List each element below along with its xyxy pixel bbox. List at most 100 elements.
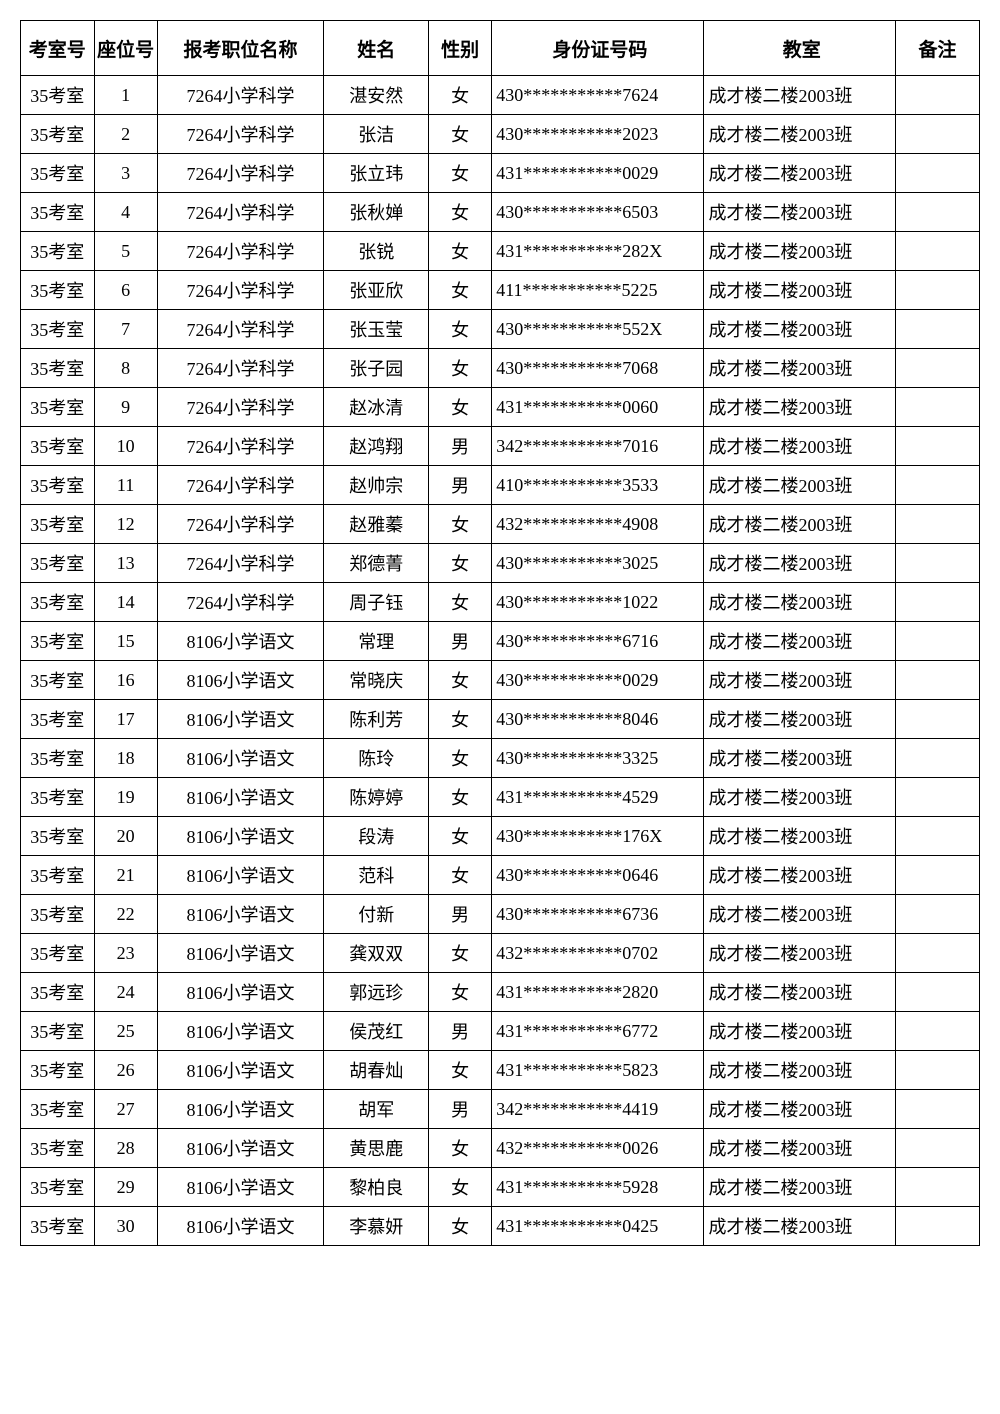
table-cell: 女 <box>429 271 492 310</box>
table-cell: 胡军 <box>324 1090 429 1129</box>
table-cell: 男 <box>429 622 492 661</box>
header-position: 报考职位名称 <box>157 21 324 76</box>
table-cell: 女 <box>429 934 492 973</box>
table-cell: 女 <box>429 544 492 583</box>
table-cell: 431***********6772 <box>492 1012 704 1051</box>
table-cell: 女 <box>429 349 492 388</box>
table-cell: 8106小学语文 <box>157 1051 324 1090</box>
table-cell: 30 <box>94 1207 157 1246</box>
table-cell: 430***********6503 <box>492 193 704 232</box>
table-cell: 成才楼二楼2003班 <box>704 115 896 154</box>
table-cell: 女 <box>429 193 492 232</box>
table-cell: 431***********4529 <box>492 778 704 817</box>
table-cell <box>896 778 980 817</box>
table-cell: 4 <box>94 193 157 232</box>
table-cell: 8106小学语文 <box>157 700 324 739</box>
table-cell: 张秋婵 <box>324 193 429 232</box>
table-cell <box>896 154 980 193</box>
table-cell: 张锐 <box>324 232 429 271</box>
table-cell: 女 <box>429 1129 492 1168</box>
table-cell: 8106小学语文 <box>157 1168 324 1207</box>
table-cell: 35考室 <box>21 310 95 349</box>
table-cell: 8106小学语文 <box>157 778 324 817</box>
table-cell: 李慕妍 <box>324 1207 429 1246</box>
table-cell: 女 <box>429 778 492 817</box>
table-cell: 29 <box>94 1168 157 1207</box>
table-cell: 411***********5225 <box>492 271 704 310</box>
table-cell: 成才楼二楼2003班 <box>704 349 896 388</box>
table-cell: 35考室 <box>21 817 95 856</box>
table-cell: 1 <box>94 76 157 115</box>
table-cell: 女 <box>429 76 492 115</box>
table-cell: 成才楼二楼2003班 <box>704 193 896 232</box>
table-cell: 431***********5823 <box>492 1051 704 1090</box>
table-row: 35考室288106小学语文黄思鹿女432***********0026成才楼二… <box>21 1129 980 1168</box>
table-cell: 35考室 <box>21 427 95 466</box>
table-cell <box>896 817 980 856</box>
table-cell: 男 <box>429 1090 492 1129</box>
table-cell: 陈玲 <box>324 739 429 778</box>
table-cell: 张玉莹 <box>324 310 429 349</box>
table-cell: 7264小学科学 <box>157 544 324 583</box>
table-row: 35考室57264小学科学张锐女431***********282X成才楼二楼2… <box>21 232 980 271</box>
table-row: 35考室27264小学科学张洁女430***********2023成才楼二楼2… <box>21 115 980 154</box>
table-cell: 女 <box>429 1051 492 1090</box>
table-cell <box>896 973 980 1012</box>
table-cell: 黎柏良 <box>324 1168 429 1207</box>
table-cell: 431***********5928 <box>492 1168 704 1207</box>
header-gender: 性别 <box>429 21 492 76</box>
table-cell: 35考室 <box>21 661 95 700</box>
table-header-row: 考室号 座位号 报考职位名称 姓名 性别 身份证号码 教室 备注 <box>21 21 980 76</box>
table-cell: 黄思鹿 <box>324 1129 429 1168</box>
table-cell: 18 <box>94 739 157 778</box>
table-cell: 男 <box>429 895 492 934</box>
table-cell: 3 <box>94 154 157 193</box>
table-cell: 成才楼二楼2003班 <box>704 622 896 661</box>
table-cell: 28 <box>94 1129 157 1168</box>
table-cell: 7264小学科学 <box>157 115 324 154</box>
table-cell: 范科 <box>324 856 429 895</box>
table-cell: 26 <box>94 1051 157 1090</box>
table-cell: 成才楼二楼2003班 <box>704 700 896 739</box>
table-cell: 成才楼二楼2003班 <box>704 895 896 934</box>
table-cell: 430***********8046 <box>492 700 704 739</box>
table-cell: 7264小学科学 <box>157 388 324 427</box>
table-cell: 成才楼二楼2003班 <box>704 427 896 466</box>
table-cell: 7264小学科学 <box>157 76 324 115</box>
table-cell: 430***********3325 <box>492 739 704 778</box>
table-cell: 男 <box>429 1012 492 1051</box>
table-cell <box>896 505 980 544</box>
table-cell: 430***********6736 <box>492 895 704 934</box>
table-row: 35考室87264小学科学张子园女430***********7068成才楼二楼… <box>21 349 980 388</box>
exam-room-table: 考室号 座位号 报考职位名称 姓名 性别 身份证号码 教室 备注 35考室172… <box>20 20 980 1246</box>
table-cell: 432***********0702 <box>492 934 704 973</box>
table-cell: 8106小学语文 <box>157 817 324 856</box>
table-cell: 成才楼二楼2003班 <box>704 1207 896 1246</box>
table-cell <box>896 232 980 271</box>
table-cell: 7 <box>94 310 157 349</box>
table-cell: 龚双双 <box>324 934 429 973</box>
table-cell: 女 <box>429 583 492 622</box>
table-cell: 430***********0029 <box>492 661 704 700</box>
table-cell: 段涛 <box>324 817 429 856</box>
table-cell: 430***********7068 <box>492 349 704 388</box>
table-cell: 女 <box>429 154 492 193</box>
table-cell <box>896 1012 980 1051</box>
table-cell: 湛安然 <box>324 76 429 115</box>
table-cell: 6 <box>94 271 157 310</box>
table-cell <box>896 466 980 505</box>
table-cell: 8106小学语文 <box>157 856 324 895</box>
table-cell: 8106小学语文 <box>157 934 324 973</box>
table-cell: 11 <box>94 466 157 505</box>
table-cell <box>896 1090 980 1129</box>
table-cell: 7264小学科学 <box>157 310 324 349</box>
table-cell: 430***********0646 <box>492 856 704 895</box>
table-row: 35考室158106小学语文常理男430***********6716成才楼二楼… <box>21 622 980 661</box>
table-cell: 35考室 <box>21 466 95 505</box>
table-cell: 35考室 <box>21 388 95 427</box>
table-cell: 342***********7016 <box>492 427 704 466</box>
table-cell: 女 <box>429 115 492 154</box>
table-cell: 8 <box>94 349 157 388</box>
table-cell: 胡春灿 <box>324 1051 429 1090</box>
table-cell: 15 <box>94 622 157 661</box>
